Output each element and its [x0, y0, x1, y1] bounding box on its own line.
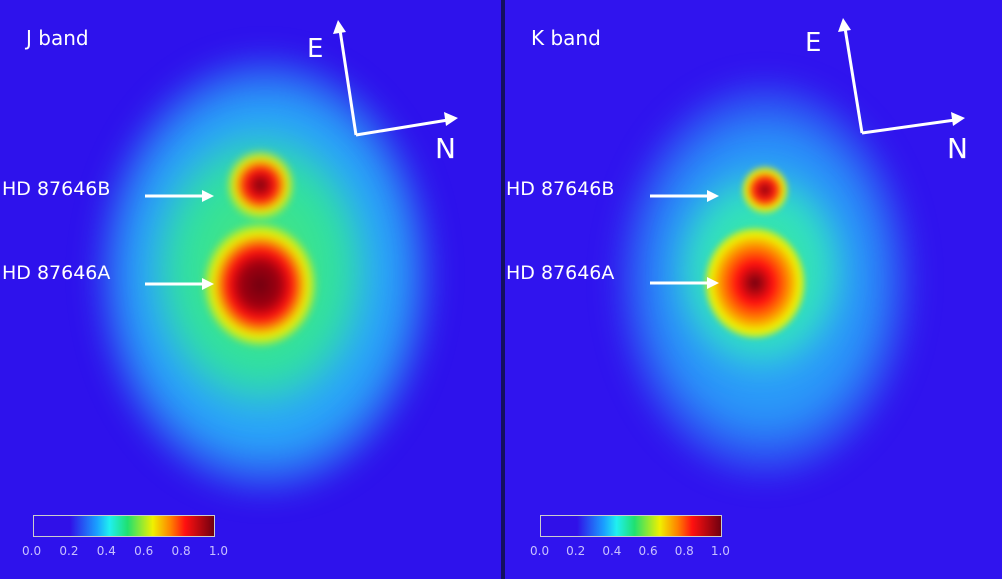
tick: 0.0: [530, 544, 550, 558]
colorbar: [33, 515, 215, 537]
east-label: E: [307, 34, 324, 64]
star-b-blob: [228, 150, 293, 220]
arrows-overlay: [650, 18, 965, 289]
k-band-panel: K band HD 87646B HD 87646A E N 0.0 0.2 0…: [505, 0, 1002, 579]
star-a-blob: [205, 225, 315, 345]
tick: 0.6: [638, 544, 658, 558]
compass-north-arrow: [355, 118, 449, 137]
tick: 0.6: [134, 544, 154, 558]
j-band-panel: J band HD 87646B HD 87646A E N 0.0 0.2 0…: [0, 0, 501, 579]
tick: 0.4: [96, 544, 116, 558]
colorbar-ticks: 0.0 0.2 0.4 0.6 0.8 1.0: [22, 544, 228, 558]
tick: 0.0: [22, 544, 42, 558]
arrows-overlay: [145, 20, 458, 290]
colorbar: [540, 515, 722, 537]
tick: 0.4: [602, 544, 622, 558]
compass-east-arrow: [843, 27, 864, 134]
tick: 0.2: [59, 544, 79, 558]
star-b-blob: [742, 165, 788, 215]
tick: 0.8: [674, 544, 694, 558]
north-label: N: [947, 132, 968, 165]
tick: 0.8: [171, 544, 191, 558]
star-a-blob: [705, 228, 805, 338]
band-label: J band: [26, 26, 89, 50]
north-label: N: [435, 132, 456, 165]
compass-east-arrow: [338, 29, 358, 136]
tick: 1.0: [208, 544, 228, 558]
tick: 1.0: [710, 544, 730, 558]
colorbar-ticks: 0.0 0.2 0.4 0.6 0.8 1.0: [530, 544, 730, 558]
star-b-label: HD 87646B: [506, 178, 615, 200]
east-label: E: [805, 28, 822, 58]
star-b-label: HD 87646B: [2, 178, 111, 200]
star-a-label: HD 87646A: [506, 262, 615, 284]
compass-north-arrow: [861, 118, 956, 135]
tick: 0.2: [566, 544, 586, 558]
star-a-label: HD 87646A: [2, 262, 111, 284]
band-label: K band: [531, 26, 601, 50]
panel-divider: [501, 0, 505, 579]
